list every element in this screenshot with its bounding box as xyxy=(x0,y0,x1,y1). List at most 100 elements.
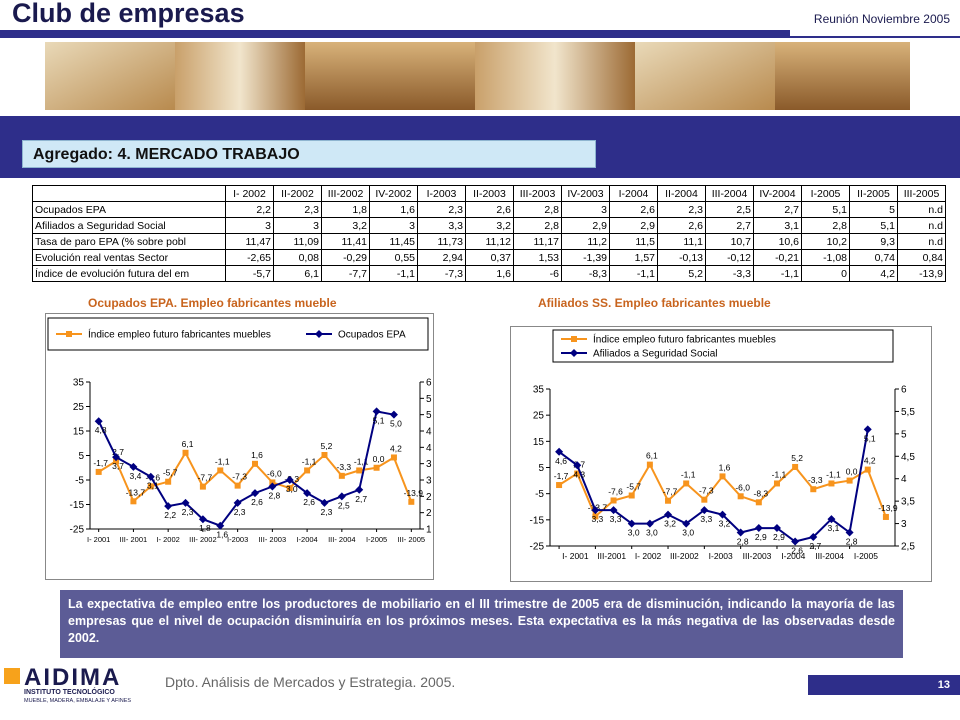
table-cell: 2,9 xyxy=(561,217,610,234)
data-point xyxy=(700,506,709,515)
table-row: Tasa de paro EPA (% sobre pobl 11,47 11,09… xyxy=(32,233,946,250)
data-label: 3,2 xyxy=(664,519,676,529)
legend-label: Ocupados EPA xyxy=(338,330,406,341)
data-point xyxy=(182,449,189,456)
y-tick-label: -25 xyxy=(70,525,85,536)
table-cell: n.d xyxy=(897,201,946,218)
table-cell: 4,2 xyxy=(849,265,898,282)
data-label: 2,5 xyxy=(338,500,350,510)
table-cell: 5,1 xyxy=(801,201,850,218)
data-label: 4,8 xyxy=(95,425,107,435)
data-point xyxy=(863,425,872,434)
data-point xyxy=(628,492,635,499)
data-point xyxy=(609,506,618,515)
table-cell: 3,2 xyxy=(465,217,514,234)
data-label: -7,3 xyxy=(232,472,247,482)
data-label: 5,2 xyxy=(791,453,803,463)
data-label: -13,7 xyxy=(126,487,146,497)
x-tick-label: III-2003 xyxy=(743,551,772,561)
credit: Dpto. Análisis de Mercados y Estrategia.… xyxy=(165,674,456,690)
legend-box xyxy=(552,329,894,363)
y2-tick-label: 4 xyxy=(901,474,907,485)
logo-tagline: MUEBLE, MADERA, EMBALAJE Y AFINES xyxy=(24,698,132,704)
y2-tick-label: 6 xyxy=(901,385,907,396)
data-point xyxy=(591,506,600,515)
chart: -25 -15 -5 5 15 25 35 2,5 3 3,5 4 4,5 5 5,5 6 I- 2001 II… xyxy=(530,329,915,561)
data-label: 3,0 xyxy=(646,528,658,538)
data-label: 2,3 xyxy=(321,507,333,517)
y-tick-label: -5 xyxy=(535,489,544,500)
table-cell: 0 xyxy=(801,265,850,282)
table-cell: 1,6 xyxy=(465,265,514,282)
table-cell: 11,09 xyxy=(273,233,322,250)
data-point xyxy=(320,498,329,507)
data-point xyxy=(94,417,103,426)
data-point xyxy=(286,485,293,492)
data-point xyxy=(846,477,853,484)
data-label: -1,1 xyxy=(215,456,230,466)
column-header: II-2005 xyxy=(849,185,898,202)
table-cell: 11,73 xyxy=(417,233,466,250)
y-tick-label: 35 xyxy=(533,385,545,396)
data-label: 2,8 xyxy=(268,491,280,501)
legend-box xyxy=(47,317,429,351)
data-label: 4,2 xyxy=(864,456,876,466)
data-point xyxy=(95,468,102,475)
column-header: III-2004 xyxy=(705,185,754,202)
row-label: Índice de evolución futura del em xyxy=(32,265,226,282)
table-cell: 3 xyxy=(369,217,418,234)
table-cell: 11,12 xyxy=(465,233,514,250)
data-point xyxy=(390,454,397,461)
table-cell: 2,5 xyxy=(705,201,754,218)
data-label: 2,8 xyxy=(846,537,858,547)
table-cell: 0,55 xyxy=(369,249,418,266)
table-cell: 11,17 xyxy=(513,233,562,250)
data-label: -8,3 xyxy=(753,488,768,498)
data-label: 2,7 xyxy=(809,541,821,551)
data-label: -13,9 xyxy=(404,488,424,498)
table-cell: 11,41 xyxy=(321,233,370,250)
data-point xyxy=(408,498,415,505)
chart-frame xyxy=(510,326,932,582)
table-cell: 6,1 xyxy=(273,265,322,282)
y2-tick-label: 6 xyxy=(426,378,432,389)
table-cell: 0,08 xyxy=(273,249,322,266)
table-cell: 3 xyxy=(273,217,322,234)
table-cell: 2,7 xyxy=(705,217,754,234)
table-cell: 1,8 xyxy=(321,201,370,218)
data-point xyxy=(556,482,563,489)
y-tick-label: 5 xyxy=(78,451,84,462)
chart-title: Ocupados EPA. Empleo fabricantes mueble xyxy=(88,296,337,310)
table-cell: 3 xyxy=(225,217,274,234)
data-label: 5,1 xyxy=(864,433,876,443)
data-point xyxy=(664,510,673,519)
column-header: I-2003 xyxy=(417,185,466,202)
data-label: -3,3 xyxy=(337,462,352,472)
table-cell: -3,3 xyxy=(705,265,754,282)
banner-photo xyxy=(775,42,910,110)
y2-tick-label: 5,5 xyxy=(426,394,432,405)
data-point xyxy=(645,519,654,528)
y2-tick-label: 5 xyxy=(901,429,907,440)
data-point xyxy=(146,472,155,481)
table-header-row: I- 2002 II-2002 III-2002 IV-2002 I-2003 II-20… xyxy=(32,185,946,202)
data-point xyxy=(147,483,154,490)
y-tick-label: 25 xyxy=(73,402,85,413)
data-point xyxy=(233,498,242,507)
table-cell: 3,3 xyxy=(417,217,466,234)
column-header: III-2002 xyxy=(321,185,370,202)
header-band xyxy=(0,30,790,38)
data-point xyxy=(285,476,294,484)
table-cell: 2,94 xyxy=(417,249,466,266)
data-point xyxy=(217,467,224,474)
y2-tick-label: 3 xyxy=(901,519,907,530)
y2-tick-label: 3 xyxy=(426,476,432,487)
table-cell: 11,2 xyxy=(561,233,610,250)
data-point xyxy=(269,479,276,486)
table-cell: 0,37 xyxy=(465,249,514,266)
summary-note: La expectativa de empleo entre los produ… xyxy=(60,590,903,658)
data-label: 2,7 xyxy=(112,447,124,457)
table-cell: n.d xyxy=(897,217,946,234)
column-header: III-2003 xyxy=(513,185,562,202)
table-cell: 2,6 xyxy=(465,201,514,218)
